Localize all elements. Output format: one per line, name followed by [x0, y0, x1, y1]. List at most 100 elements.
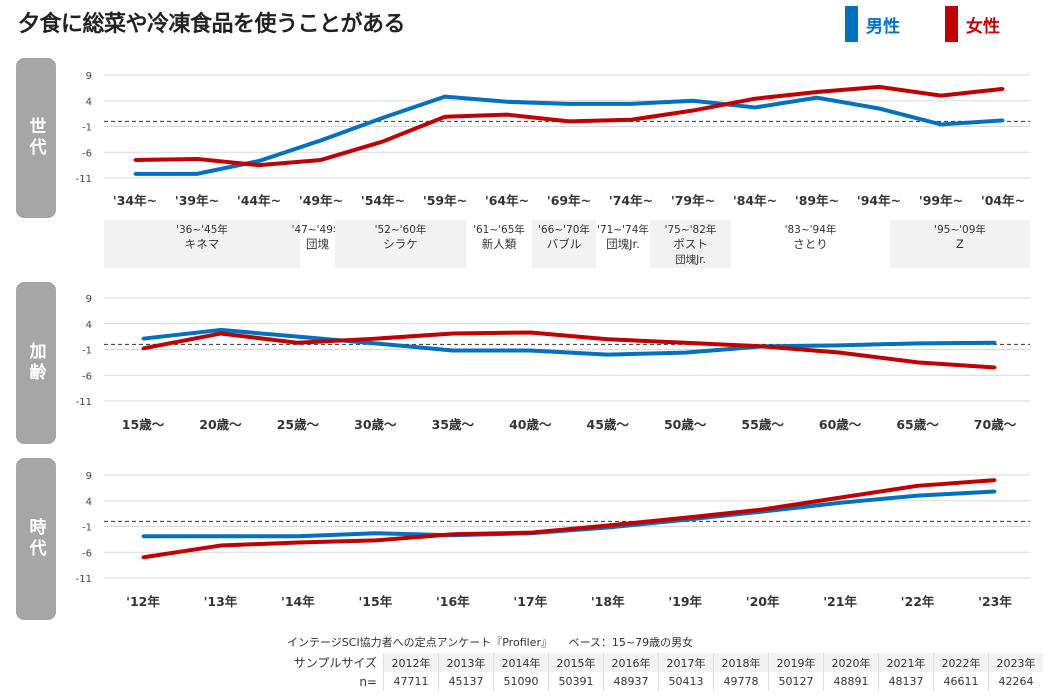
generation-band [890, 220, 1030, 268]
x-tick-label: 55歳～ [741, 417, 784, 432]
generation-name: キネマ [185, 237, 220, 251]
y-tick-label: -1 [82, 346, 92, 357]
data-point [691, 99, 695, 103]
data-point [451, 349, 455, 353]
data-point [815, 96, 819, 100]
table-year: 2020年 [823, 653, 879, 672]
table-year: 2017年 [658, 653, 714, 672]
data-point [505, 113, 509, 117]
table-n: 51090 [493, 672, 549, 691]
generation-years: '52~'60年 [375, 223, 427, 236]
x-tick-label: '04年~ [981, 193, 1025, 208]
table-year: 2013年 [438, 653, 494, 672]
legend-swatch-female [945, 6, 958, 42]
y-tick-label: -6 [82, 371, 92, 382]
data-point [257, 159, 261, 163]
data-point [218, 544, 222, 548]
series-line-female [134, 84, 1004, 168]
data-point [528, 349, 532, 353]
sample-size-table: サンプルサイズ 2012年 2013年 2014年 2015年 2016年 2017年 201… [283, 653, 1043, 691]
legend-male: 男性 [845, 6, 900, 42]
table-year: 2022年 [933, 653, 989, 672]
x-tick-label: '74年~ [609, 193, 653, 208]
generation-band [650, 220, 731, 268]
x-tick-label: '15年 [358, 594, 392, 609]
table-n: 48137 [878, 672, 934, 691]
generation-band [335, 220, 466, 268]
panel-label-period: 時代 [16, 458, 56, 620]
table-year: 2023年 [988, 653, 1043, 672]
data-point [761, 344, 765, 348]
generation-years: '75~'82年 [665, 223, 717, 236]
source-note: インテージSCI協力者への定点アンケート『Profiler』 ベース：15~79… [287, 636, 694, 649]
data-point [381, 139, 385, 143]
data-point [218, 534, 222, 538]
table-n: 47711 [383, 672, 439, 691]
y-tick-label: 4 [86, 97, 92, 108]
table-n: 49778 [713, 672, 769, 691]
data-point [373, 337, 377, 341]
x-tick-label: '23年 [978, 594, 1012, 609]
table-year: 2012年 [383, 653, 439, 672]
data-point [691, 109, 695, 113]
x-tick-label: '44年~ [237, 193, 281, 208]
generation-years: '71~'74年 [597, 223, 649, 236]
data-point [1001, 87, 1005, 91]
data-point [939, 94, 943, 98]
y-tick-label: 9 [86, 71, 92, 82]
x-tick-label: 35歳～ [432, 417, 475, 432]
data-point [505, 100, 509, 104]
table-year: 2014年 [493, 653, 549, 672]
x-tick-label: '13年 [204, 594, 238, 609]
y-tick-label: -11 [76, 397, 92, 408]
data-point [218, 332, 222, 336]
y-tick-label: -1 [82, 123, 92, 134]
legend-label-male: 男性 [866, 16, 900, 37]
table-n: 45137 [438, 672, 494, 691]
generation-name: 団塊Jr. [606, 237, 640, 251]
data-point [567, 119, 571, 123]
data-point [141, 337, 145, 341]
x-tick-label: 45歳～ [587, 417, 630, 432]
generation-name-2: 団塊Jr. [675, 253, 706, 266]
panel-label-generation: 世代 [16, 58, 56, 218]
y-tick-label: 4 [86, 320, 92, 331]
table-year: 2016年 [603, 653, 659, 672]
generation-name: 団塊 [306, 237, 329, 251]
data-point [629, 118, 633, 122]
series-line-female [142, 478, 996, 560]
legend-swatch-male [845, 6, 858, 42]
generation-name: バブル [547, 237, 582, 251]
data-point [916, 494, 920, 498]
data-point [683, 351, 687, 355]
generation-years: '83~'94年 [785, 223, 837, 236]
x-tick-label: '89年~ [795, 193, 839, 208]
data-point [195, 172, 199, 176]
data-point [815, 90, 819, 94]
data-point [629, 102, 633, 106]
data-point [761, 508, 765, 512]
data-point [683, 516, 687, 520]
data-point [373, 341, 377, 345]
x-tick-label: 60歳～ [819, 417, 862, 432]
x-tick-label: '20年 [746, 594, 780, 609]
table-year: 2018年 [713, 653, 769, 672]
table-n: 48891 [823, 672, 879, 691]
data-point [257, 163, 261, 167]
x-tick-label: '84年~ [733, 193, 777, 208]
generation-years: '61~'65年 [473, 223, 525, 236]
y-tick-label: -6 [82, 548, 92, 559]
data-point [993, 489, 997, 493]
data-point [877, 85, 881, 89]
x-tick-label: 20歳～ [199, 417, 242, 432]
data-point [838, 501, 842, 505]
data-point [373, 531, 377, 535]
data-point [296, 335, 300, 339]
table-n: 50413 [658, 672, 714, 691]
data-point [443, 115, 447, 119]
table-year: 2015年 [548, 653, 604, 672]
data-point [567, 102, 571, 106]
data-point [993, 478, 997, 482]
data-point [195, 157, 199, 161]
x-tick-label: '49年~ [299, 193, 343, 208]
